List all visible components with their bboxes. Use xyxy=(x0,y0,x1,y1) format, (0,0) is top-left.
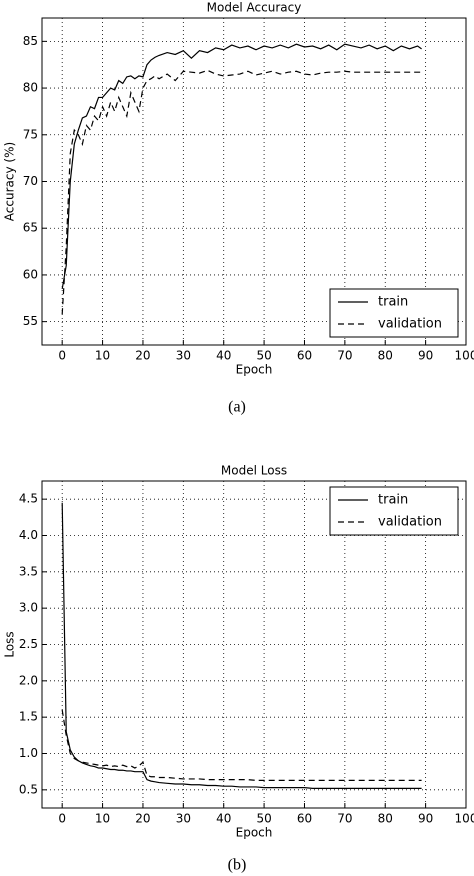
x-tick-label: 30 xyxy=(176,349,191,363)
series-line xyxy=(61,709,422,781)
series-line xyxy=(61,502,422,789)
y-tick-label: 3.5 xyxy=(19,564,38,578)
y-tick-label: 80 xyxy=(23,81,38,95)
x-tick-label: 90 xyxy=(418,812,433,826)
y-tick-label: 4.0 xyxy=(19,528,38,542)
legend-label: train xyxy=(378,493,408,508)
x-tick-label: 100 xyxy=(455,349,474,363)
x-tick-label: 10 xyxy=(95,812,110,826)
x-tick-label: 60 xyxy=(297,349,312,363)
x-tick-label: 40 xyxy=(216,349,231,363)
y-tick-label: 85 xyxy=(23,34,38,48)
y-tick-label: 1.5 xyxy=(19,710,38,724)
y-tick-label: 0.5 xyxy=(19,782,38,796)
y-tick-label: 75 xyxy=(23,127,38,141)
series-line xyxy=(61,69,422,315)
y-tick-label: 65 xyxy=(23,221,38,235)
x-tick-label: 30 xyxy=(176,812,191,826)
plot-frame xyxy=(41,17,467,346)
x-tick-label: 80 xyxy=(378,349,393,363)
x-tick-label: 40 xyxy=(216,812,231,826)
x-tick-label: 90 xyxy=(418,349,433,363)
chart-title: Model Loss xyxy=(221,464,287,478)
legend-label: train xyxy=(378,295,408,310)
x-tick-label: 80 xyxy=(378,812,393,826)
x-axis-label: Epoch xyxy=(236,826,273,840)
x-tick-label: 70 xyxy=(337,812,352,826)
x-tick-label: 0 xyxy=(58,349,66,363)
x-tick-label: 100 xyxy=(455,812,474,826)
x-tick-label: 60 xyxy=(297,812,312,826)
legend-label: validation xyxy=(378,515,442,530)
y-tick-label: 2.0 xyxy=(19,673,38,687)
x-tick-label: 50 xyxy=(256,812,271,826)
x-tick-label: 0 xyxy=(58,812,66,826)
legend-label: validation xyxy=(378,317,442,332)
series-line xyxy=(61,43,422,290)
y-axis-label: Loss xyxy=(3,631,17,657)
chart-title: Model Accuracy xyxy=(207,1,302,15)
y-tick-label: 1.0 xyxy=(19,746,38,760)
legend-box xyxy=(329,486,459,536)
plot-frame xyxy=(41,480,467,809)
caption: (b) xyxy=(228,857,247,874)
x-tick-label: 20 xyxy=(135,349,150,363)
x-tick-label: 20 xyxy=(135,812,150,826)
y-tick-label: 60 xyxy=(23,267,38,281)
x-tick-label: 50 xyxy=(256,349,271,363)
caption: (a) xyxy=(228,399,246,416)
x-tick-label: 10 xyxy=(95,349,110,363)
y-tick-label: 3.0 xyxy=(19,601,38,615)
y-tick-label: 4.5 xyxy=(19,492,38,506)
x-tick-label: 70 xyxy=(337,349,352,363)
y-tick-label: 55 xyxy=(23,314,38,328)
x-axis-label: Epoch xyxy=(236,363,273,377)
legend-box xyxy=(329,288,459,338)
y-tick-label: 2.5 xyxy=(19,637,38,651)
y-axis-label: Accuracy (%) xyxy=(3,142,17,221)
y-tick-label: 70 xyxy=(23,174,38,188)
